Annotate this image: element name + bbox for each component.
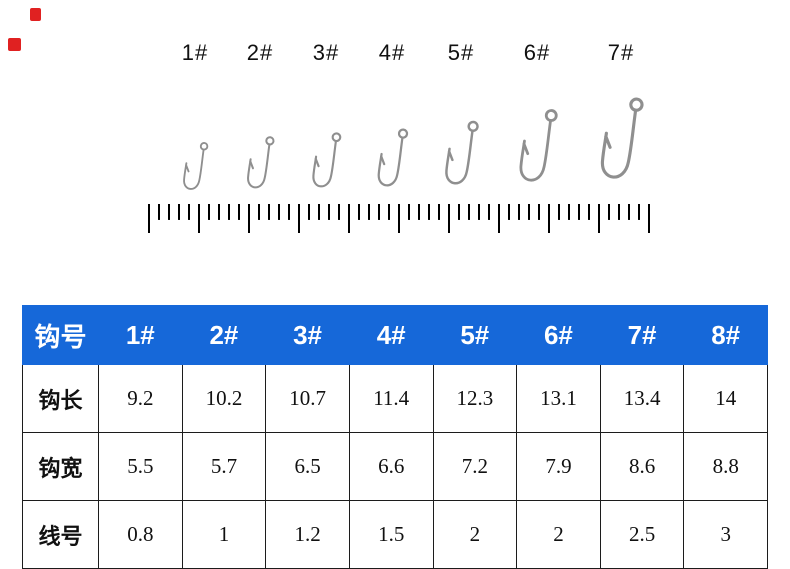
hook-size-group: 7#: [577, 40, 665, 206]
fishhook-icon: [369, 124, 416, 208]
fishhook-icon: [588, 91, 653, 209]
measuring-ruler: [148, 204, 654, 233]
spec-value-cell: 7.9: [516, 432, 601, 501]
spec-value-cell: 2: [432, 500, 518, 569]
hook-size-group: 3#: [293, 40, 359, 206]
spec-value-cell: 14: [683, 364, 768, 433]
hook-size-group: 2#: [227, 40, 293, 206]
spec-header-cell: 7#: [599, 305, 685, 365]
fishhook-icon: [508, 103, 566, 208]
spec-row-label: 钩长: [22, 364, 99, 433]
hook-size-label: 3#: [312, 40, 340, 65]
fishhook-icon: [239, 132, 281, 208]
spec-value-cell: 1.2: [265, 500, 350, 569]
spec-value-cell: 5.5: [98, 432, 183, 501]
spec-row-hook-width: 钩宽 5.5 5.7 6.5 6.6 7.2 7.9 8.6 8.8: [22, 432, 768, 501]
spec-header-cell: 钩号: [22, 305, 99, 365]
spec-header-cell: 6#: [516, 305, 601, 365]
spec-header-row: 钩号 1# 2# 3# 4# 5# 6# 7# 8#: [22, 305, 768, 365]
spec-value-cell: 13.4: [599, 364, 685, 433]
spec-header-cell: 4#: [348, 305, 434, 365]
spec-value-cell: 9.2: [98, 364, 183, 433]
fishhook-icon: [176, 138, 215, 208]
spec-value-cell: 5.7: [181, 432, 267, 501]
spec-value-cell: 10.7: [265, 364, 350, 433]
spec-value-cell: 3: [683, 500, 768, 569]
hook-size-group: 1#: [163, 40, 227, 206]
spec-value-cell: 11.4: [348, 364, 434, 433]
hook-size-group: 5#: [425, 40, 497, 206]
hook-size-label: 6#: [523, 40, 551, 65]
spec-row-label: 线号: [22, 500, 99, 569]
spec-value-cell: 13.1: [516, 364, 601, 433]
spec-value-cell: 1: [181, 500, 267, 569]
spec-header-cell: 8#: [683, 305, 768, 365]
red-watermark-mark: [8, 38, 21, 51]
spec-value-cell: 2.5: [599, 500, 685, 569]
hook-size-label: 5#: [447, 40, 475, 65]
spec-value-cell: 0.8: [98, 500, 183, 569]
hook-size-label: 7#: [607, 40, 635, 65]
spec-row-label: 钩宽: [22, 432, 99, 501]
spec-value-cell: 10.2: [181, 364, 267, 433]
hook-size-display: 1# 2# 3# 4# 5# 6# 7#: [163, 40, 665, 206]
spec-header-cell: 3#: [265, 305, 350, 365]
red-watermark-mark: [30, 8, 41, 21]
hook-size-group: 4#: [359, 40, 425, 206]
spec-row-hook-length: 钩长 9.2 10.2 10.7 11.4 12.3 13.1 13.4 14: [22, 364, 768, 433]
hook-size-label: 4#: [378, 40, 406, 65]
spec-value-cell: 6.6: [348, 432, 434, 501]
spec-value-cell: 1.5: [348, 500, 434, 569]
fishhook-icon: [304, 128, 348, 208]
hook-size-label: 2#: [246, 40, 274, 65]
spec-header-cell: 2#: [181, 305, 267, 365]
spec-header-cell: 5#: [432, 305, 518, 365]
spec-value-cell: 8.6: [599, 432, 685, 501]
spec-value-cell: 12.3: [432, 364, 518, 433]
spec-value-cell: 8.8: [683, 432, 768, 501]
hook-size-label: 1#: [181, 40, 209, 65]
spec-value-cell: 7.2: [432, 432, 518, 501]
fishhook-icon: [435, 116, 487, 209]
spec-header-cell: 1#: [98, 305, 183, 365]
spec-value-cell: 2: [516, 500, 601, 569]
hook-size-group: 6#: [497, 40, 577, 206]
spec-value-cell: 6.5: [265, 432, 350, 501]
spec-row-line-number: 线号 0.8 1 1.2 1.5 2 2 2.5 3: [22, 500, 768, 569]
spec-table: 钩号 1# 2# 3# 4# 5# 6# 7# 8# 钩长 9.2 10.2 1…: [22, 305, 768, 569]
